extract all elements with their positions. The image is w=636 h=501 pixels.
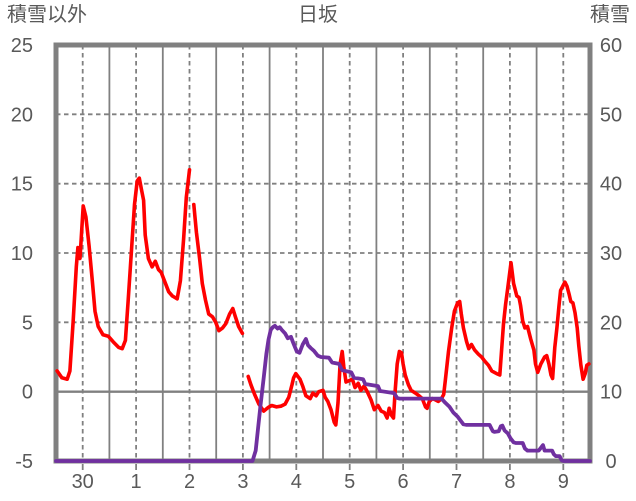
left-axis-tick-label: -5	[15, 451, 33, 473]
temperature-line	[55, 168, 591, 427]
x-axis-tick-label: 6	[398, 471, 409, 493]
left-axis-title: 積雪以外	[7, 4, 87, 26]
x-axis-tick-label: 7	[451, 471, 462, 493]
left-axis-tick-label: 25	[11, 35, 33, 57]
right-axis-tick-label: 0	[605, 451, 616, 473]
right-axis-tick-label: 40	[600, 174, 622, 196]
right-axis-tick-label: 50	[600, 104, 622, 126]
left-axis-tick-label: 0	[22, 382, 33, 404]
left-axis-tick-label: 5	[22, 312, 33, 334]
plot-border	[53, 42, 593, 464]
right-axis-tick-label: 10	[600, 382, 622, 404]
right-axis-tick-label: 30	[600, 243, 622, 265]
right-axis-tick-label: 20	[600, 312, 622, 334]
left-axis-tick-label: 20	[11, 104, 33, 126]
snow-depth-line	[54, 323, 592, 463]
x-axis-tick-label: 3	[237, 471, 248, 493]
x-axis-tick-label: 2	[184, 471, 195, 493]
x-axis-tick-label: 9	[558, 471, 569, 493]
x-axis-tick-label: 8	[504, 471, 515, 493]
right-axis-tick-label: 60	[600, 35, 622, 57]
left-axis-tick-label: 15	[11, 174, 33, 196]
x-axis-tick-label: 30	[72, 471, 94, 493]
right-axis-title: 積雪	[590, 4, 630, 26]
x-axis-tick-label: 1	[131, 471, 142, 493]
x-axis-tick-label: 5	[344, 471, 355, 493]
x-axis-tick-label: 4	[291, 471, 302, 493]
chart-title: 日坂	[298, 4, 338, 26]
left-axis-tick-label: 10	[11, 243, 33, 265]
